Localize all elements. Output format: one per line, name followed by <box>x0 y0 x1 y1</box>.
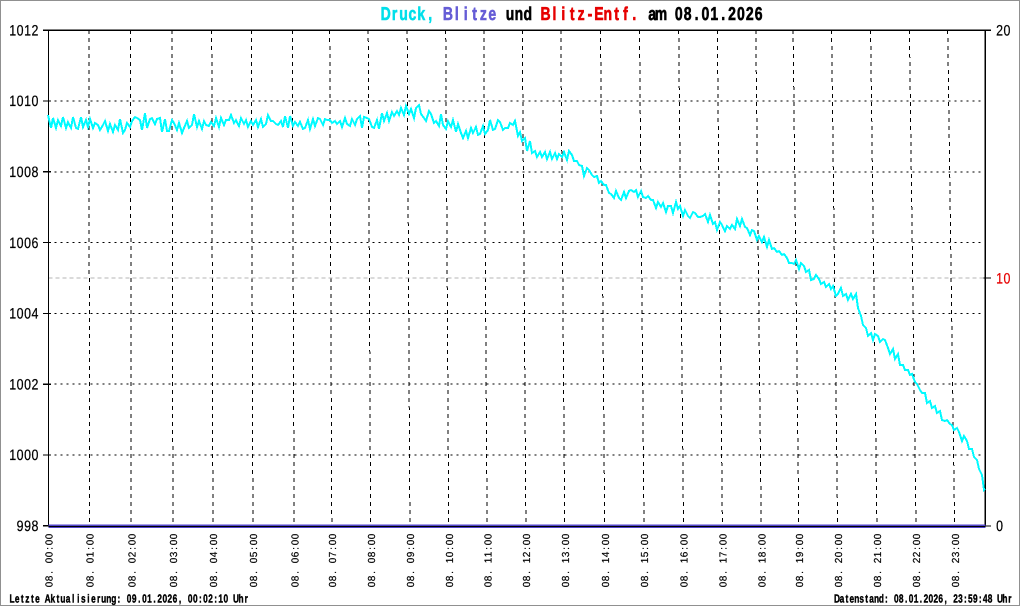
svg-text:08. 23:00: 08. 23:00 <box>951 533 962 587</box>
svg-text:1002: 1002 <box>9 376 38 393</box>
svg-text:998: 998 <box>17 518 39 535</box>
svg-text:Letzte Aktualisierung: 09.01.2: Letzte Aktualisierung: 09.01.2026, 00:02… <box>10 591 249 605</box>
svg-text:0: 0 <box>996 518 1003 535</box>
svg-text:am 08.01.2026: am 08.01.2026 <box>648 3 763 24</box>
svg-text:08. 02:00: 08. 02:00 <box>127 533 138 587</box>
svg-text:08. 18:00: 08. 18:00 <box>757 533 768 587</box>
svg-text:1004: 1004 <box>9 305 38 322</box>
svg-text:08. 08:00: 08. 08:00 <box>367 533 378 587</box>
svg-text:08. 10:00: 08. 10:00 <box>445 533 456 587</box>
svg-text:1000: 1000 <box>9 447 38 464</box>
svg-text:08. 07:00: 08. 07:00 <box>328 533 339 587</box>
svg-text:08. 06:00: 08. 06:00 <box>290 533 301 587</box>
svg-text:08. 03:00: 08. 03:00 <box>169 533 180 587</box>
svg-text:08. 14:00: 08. 14:00 <box>601 533 612 587</box>
svg-text:08. 12:00: 08. 12:00 <box>522 533 533 587</box>
svg-text:08. 20:00: 08. 20:00 <box>834 533 845 587</box>
svg-text:08. 01:00: 08. 01:00 <box>85 533 96 587</box>
svg-text:und: und <box>506 3 532 24</box>
svg-text:08. 17:00: 08. 17:00 <box>718 533 729 587</box>
svg-text:08. 00:00: 08. 00:00 <box>45 533 56 587</box>
svg-text:08. 09:00: 08. 09:00 <box>406 533 417 587</box>
svg-text:1006: 1006 <box>9 234 38 251</box>
svg-text:08. 16:00: 08. 16:00 <box>680 533 691 587</box>
svg-text:08. 04:00: 08. 04:00 <box>209 533 220 587</box>
svg-text:Druck,: Druck, <box>381 3 432 24</box>
svg-text:10: 10 <box>996 270 1010 287</box>
svg-text:1012: 1012 <box>9 22 38 39</box>
svg-text:08. 22:00: 08. 22:00 <box>912 533 923 587</box>
svg-text:08. 05:00: 08. 05:00 <box>249 533 260 587</box>
svg-text:1008: 1008 <box>9 164 38 181</box>
svg-text:Datenstand: 08.01.2026, 23:59:: Datenstand: 08.01.2026, 23:59:48 Uhr <box>834 591 1012 605</box>
svg-text:08. 19:00: 08. 19:00 <box>795 533 806 587</box>
svg-text:20: 20 <box>996 22 1010 39</box>
svg-text:1010: 1010 <box>9 93 38 110</box>
svg-text:08. 21:00: 08. 21:00 <box>873 533 884 587</box>
svg-text:08. 15:00: 08. 15:00 <box>640 533 651 587</box>
svg-text:08. 11:00: 08. 11:00 <box>483 533 494 587</box>
svg-text:08. 13:00: 08. 13:00 <box>561 533 572 587</box>
